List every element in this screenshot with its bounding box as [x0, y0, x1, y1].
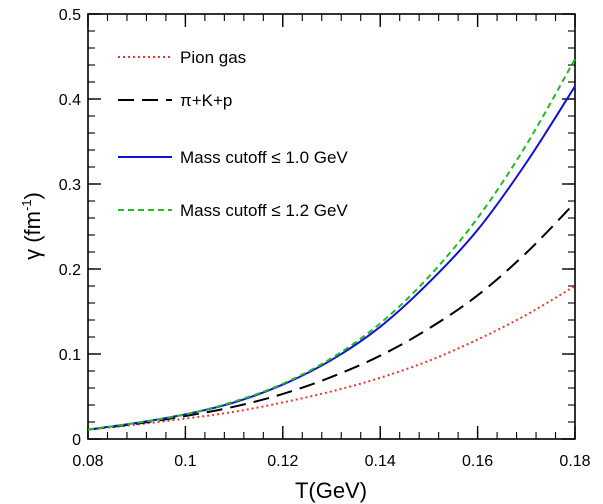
legend-label-3: Mass cutoff ≤ 1.0 GeV	[180, 148, 348, 167]
x-tick-label: 0.16	[462, 453, 493, 470]
series-line-4	[87, 58, 576, 431]
y-tick-label: 0.4	[59, 92, 81, 109]
y-axis-label-base: γ (fm	[20, 211, 45, 260]
x-tick-label: 0.12	[267, 453, 298, 470]
series-line-1	[87, 285, 576, 431]
x-tick-label: 0.08	[72, 453, 103, 470]
x-tick-label: 0.18	[559, 453, 590, 470]
y-tick-label: 0.5	[59, 7, 81, 24]
series-lines	[87, 58, 576, 431]
y-axis-label-close: )	[20, 192, 45, 199]
axis-ticks	[87, 13, 576, 440]
y-axis-label: γ (fm-1)	[19, 192, 45, 260]
legend: Pion gas π+K+p Mass cutoff ≤ 1.0 GeV Mass c…	[118, 48, 348, 220]
axis-tick-labels: 0.08 0.1 0.12 0.14 0.16 0.18 0 0.1 0.2 0.3 0.4 0.5	[59, 7, 591, 470]
x-tick-label: 0.1	[174, 453, 196, 470]
x-axis-label: T(GeV)	[295, 478, 367, 503]
series-line-3	[87, 85, 576, 431]
y-tick-label: 0.3	[59, 177, 81, 194]
plot-frame	[87, 13, 576, 440]
series-line-2	[87, 202, 576, 431]
y-tick-label: 0	[72, 432, 81, 449]
legend-label-1: Pion gas	[180, 48, 246, 67]
y-axis-label-sup: -1	[19, 199, 34, 211]
legend-label-4: Mass cutoff ≤ 1.2 GeV	[180, 201, 348, 220]
y-tick-label: 0.1	[59, 347, 81, 364]
y-tick-label: 0.2	[59, 262, 81, 279]
legend-label-2: π+K+p	[180, 91, 232, 110]
x-tick-label: 0.14	[365, 453, 396, 470]
